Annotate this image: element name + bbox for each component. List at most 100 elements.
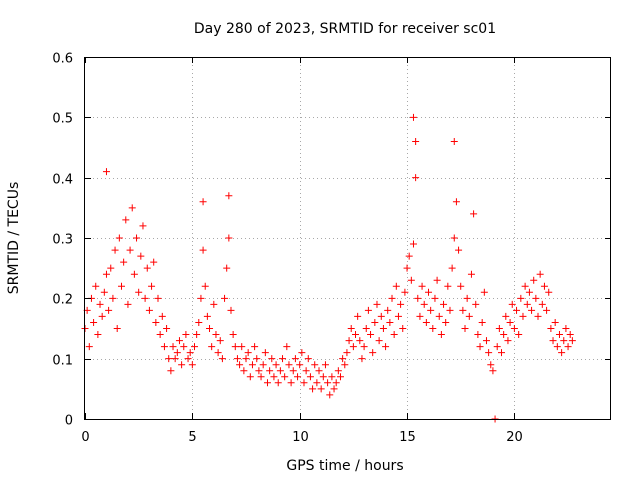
data-point — [251, 343, 259, 351]
data-point — [139, 222, 147, 230]
data-point — [300, 379, 308, 387]
data-point — [474, 331, 482, 339]
data-point — [113, 325, 121, 332]
data-point — [422, 318, 430, 326]
data-point — [98, 312, 106, 320]
data-point — [90, 318, 98, 326]
data-point — [560, 337, 568, 345]
data-point — [317, 385, 325, 393]
x-tick-label: 15 — [399, 430, 416, 445]
data-point — [551, 318, 559, 326]
data-point — [345, 337, 353, 345]
data-point — [461, 325, 469, 332]
data-point — [558, 349, 566, 357]
data-point — [154, 294, 162, 302]
data-point — [540, 282, 548, 290]
data-point — [506, 318, 514, 326]
data-point — [182, 331, 190, 339]
data-point — [92, 282, 100, 290]
data-point — [487, 361, 495, 369]
data-point — [102, 270, 110, 278]
data-point — [212, 331, 220, 339]
data-point — [515, 331, 523, 339]
data-point — [457, 282, 465, 290]
data-point — [218, 355, 226, 363]
data-point — [261, 349, 269, 357]
y-tick-label: 0.5 — [52, 112, 73, 127]
data-point — [122, 216, 130, 224]
data-point — [446, 306, 454, 314]
data-point — [145, 306, 153, 314]
data-point — [403, 264, 411, 272]
data-point — [102, 168, 110, 176]
data-point — [379, 325, 387, 332]
data-point — [399, 325, 407, 332]
data-point — [332, 379, 340, 387]
data-point — [169, 343, 177, 351]
data-point — [186, 349, 194, 357]
data-point — [294, 373, 302, 381]
data-point — [442, 318, 450, 326]
data-point — [485, 349, 493, 357]
x-tick-label: 10 — [292, 430, 309, 445]
y-tick-label: 0.2 — [52, 293, 73, 308]
data-point — [279, 355, 287, 363]
grid-lines — [85, 57, 611, 419]
data-point — [324, 379, 332, 387]
data-point — [225, 234, 233, 242]
data-point — [175, 337, 183, 345]
data-point — [128, 204, 136, 212]
data-point — [534, 312, 542, 320]
data-point — [296, 361, 304, 369]
data-point — [420, 300, 428, 308]
data-point — [171, 355, 179, 363]
data-point — [354, 312, 362, 320]
data-point — [259, 361, 267, 369]
data-point — [133, 234, 141, 242]
data-point — [480, 288, 488, 296]
data-point — [173, 349, 181, 357]
data-point — [532, 294, 540, 302]
data-point — [356, 337, 364, 345]
x-axis-ticks: 0 5 10 15 20 — [81, 57, 523, 445]
data-point — [281, 373, 289, 381]
data-point — [283, 343, 291, 351]
data-point — [94, 331, 102, 339]
data-point — [407, 276, 415, 284]
data-point — [165, 355, 173, 363]
data-point — [148, 282, 156, 290]
data-point — [450, 137, 458, 145]
data-point — [452, 198, 460, 206]
data-point — [268, 355, 276, 363]
data-point — [433, 276, 441, 284]
data-point — [195, 318, 203, 326]
data-point — [437, 331, 445, 339]
data-point — [255, 367, 263, 375]
data-point — [409, 113, 417, 121]
data-point — [450, 234, 458, 242]
data-point — [476, 343, 484, 351]
data-point — [429, 325, 437, 332]
data-point — [266, 367, 274, 375]
data-point — [120, 258, 128, 266]
data-point — [478, 318, 486, 326]
data-point — [448, 264, 456, 272]
data-point — [199, 198, 207, 206]
data-point — [156, 331, 164, 339]
data-point — [375, 337, 383, 345]
data-point — [109, 294, 117, 302]
data-point — [199, 246, 207, 254]
data-point — [216, 337, 224, 345]
data-point — [377, 312, 385, 320]
data-point — [523, 300, 531, 308]
data-point — [319, 373, 327, 381]
data-point — [498, 349, 506, 357]
data-point — [495, 325, 503, 332]
data-point — [352, 331, 360, 339]
data-point — [360, 343, 368, 351]
data-point — [564, 343, 572, 351]
data-point — [459, 306, 467, 314]
data-point — [472, 300, 480, 308]
data-point — [100, 288, 108, 296]
data-point — [96, 300, 104, 308]
